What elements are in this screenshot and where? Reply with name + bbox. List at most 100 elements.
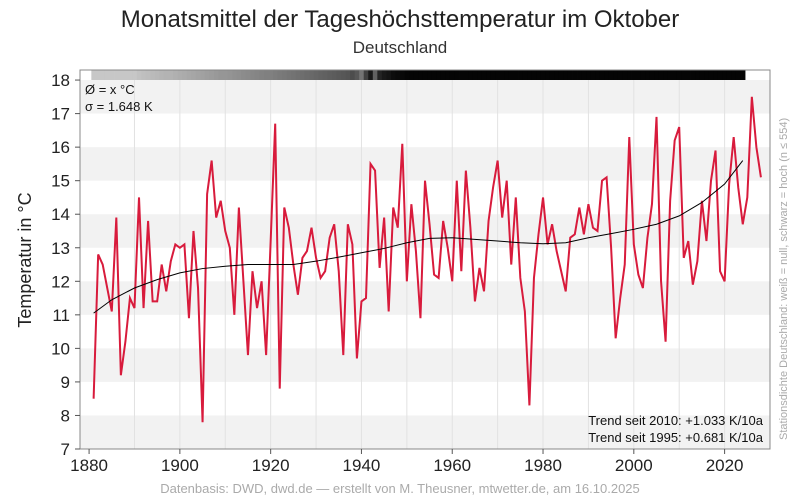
density-cell (726, 70, 732, 80)
density-cell (390, 70, 396, 80)
band-13 (80, 214, 770, 248)
density-cell (427, 70, 433, 80)
density-cell (636, 70, 642, 80)
density-cell (431, 70, 437, 80)
density-cell (468, 70, 474, 80)
density-cell (649, 70, 655, 80)
density-cell (272, 70, 278, 80)
density-cell (145, 70, 151, 80)
density-cell (154, 70, 160, 80)
density-cell (313, 70, 319, 80)
x-tick-label: 2020 (706, 456, 744, 475)
mean-label: Ø = x °C (85, 82, 135, 97)
series-line-tmax (92, 96, 762, 423)
band-7 (80, 415, 770, 449)
y-axis-ticks: 7 8 9 10 11 12 13 14 15 16 17 18 (51, 71, 80, 459)
density-cell (681, 70, 687, 80)
density-cell (522, 70, 528, 80)
density-cell (513, 70, 519, 80)
density-cell (372, 70, 378, 80)
y-tick-label: 7 (61, 440, 70, 459)
chart-title: Monatsmittel der Tageshöchsttemperatur i… (120, 6, 680, 33)
station-density-strip (91, 70, 746, 80)
density-cell (409, 70, 415, 80)
density-cell (150, 70, 156, 80)
band-17 (80, 80, 770, 114)
density-cell (91, 70, 97, 80)
density-cell (159, 70, 165, 80)
band-9 (80, 348, 770, 382)
density-cell (232, 70, 238, 80)
density-cell (540, 70, 546, 80)
density-cell (481, 70, 487, 80)
density-cell (218, 70, 224, 80)
density-cell (731, 70, 737, 80)
density-cell (268, 70, 274, 80)
density-cell (495, 70, 501, 80)
density-cell (295, 70, 301, 80)
density-cell (472, 70, 478, 80)
density-cell (109, 70, 115, 80)
density-cell (631, 70, 637, 80)
density-cell (132, 70, 138, 80)
density-cell (531, 70, 537, 80)
density-cell (304, 70, 310, 80)
density-cell (418, 70, 424, 80)
density-cell (735, 70, 741, 80)
density-cell (590, 70, 596, 80)
chart-subtitle: Deutschland (352, 38, 448, 57)
density-cell (549, 70, 555, 80)
density-cell (245, 70, 251, 80)
y-tick-label: 13 (51, 239, 70, 258)
density-cell (704, 70, 710, 80)
density-cell (554, 70, 560, 80)
density-cell (341, 70, 346, 80)
x-tick-label: 1960 (433, 456, 471, 475)
density-cell (95, 70, 101, 80)
x-tick-label: 1980 (524, 456, 562, 475)
density-cell (672, 70, 678, 80)
density-cell (186, 70, 192, 80)
density-cell (250, 70, 256, 80)
density-cell (322, 70, 328, 80)
y-tick-label: 12 (51, 272, 70, 291)
density-cell (282, 70, 287, 80)
density-cell (459, 70, 464, 80)
density-cell (118, 70, 124, 80)
density-cell (645, 70, 651, 80)
density-cell (690, 70, 696, 80)
density-cell (300, 70, 306, 80)
density-cell (350, 70, 356, 80)
density-cell (286, 70, 292, 80)
density-cell (508, 70, 514, 80)
y-tick-label: 18 (51, 71, 70, 90)
density-cell (567, 70, 573, 80)
density-cell (114, 70, 119, 80)
density-cell (722, 70, 728, 80)
density-cell (254, 70, 260, 80)
density-cell (581, 70, 587, 80)
footer-source: Datenbasis: DWD, dwd.de — erstellt von M… (160, 481, 640, 496)
density-cell (604, 70, 610, 80)
density-cell (368, 70, 374, 80)
density-cell (173, 70, 178, 80)
density-cell (676, 70, 682, 80)
x-tick-label: 1880 (70, 456, 108, 475)
density-cell (486, 70, 492, 80)
density-cell (572, 70, 578, 80)
density-cell (454, 70, 460, 80)
density-cell (168, 70, 174, 80)
horizontal-bands (80, 80, 770, 449)
density-cell (518, 70, 523, 80)
density-cell (127, 70, 133, 80)
band-15 (80, 147, 770, 181)
density-cell (318, 70, 324, 80)
density-cell (395, 70, 401, 80)
density-cell (717, 70, 723, 80)
density-cell (327, 70, 333, 80)
density-cell (195, 70, 201, 80)
density-cell (222, 70, 228, 80)
x-tick-label: 1920 (252, 456, 290, 475)
station-density-note: Stationsdichte Deutschland: weiß = null,… (778, 118, 790, 440)
